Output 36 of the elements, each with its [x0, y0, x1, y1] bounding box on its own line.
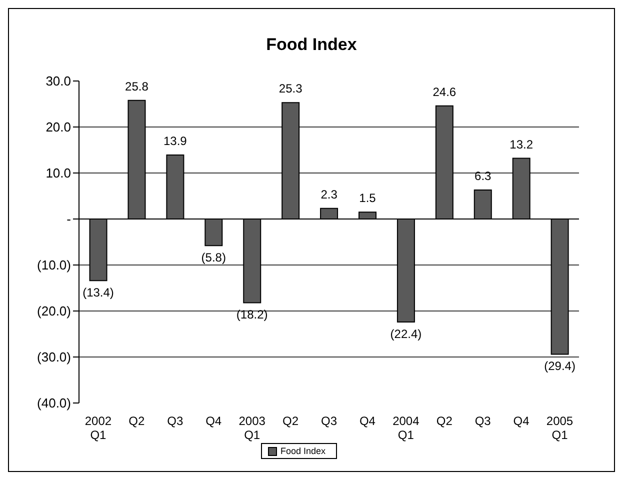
x-tick-label: Q3: [167, 414, 184, 428]
data-label: 1.5: [359, 191, 376, 206]
x-tick-label: Q2: [436, 414, 453, 428]
legend-label: Food Index: [279, 446, 326, 456]
chart-title: Food Index: [265, 35, 358, 55]
x-tick-label: 2004 Q1: [392, 414, 420, 442]
y-tick-label: (20.0): [37, 304, 71, 319]
x-tick-label: 2003 Q1: [238, 414, 266, 442]
data-label: 13.2: [510, 137, 534, 152]
data-label: 2.3: [320, 187, 338, 202]
x-tick-label: Q4: [513, 414, 530, 428]
x-tick-label: Q4: [359, 414, 376, 428]
data-label: 25.3: [278, 82, 303, 96]
data-label: (18.2): [236, 308, 268, 322]
x-tick-label: Q3: [320, 414, 338, 428]
data-label: (22.4): [390, 327, 422, 342]
x-tick-label: 2002 Q1: [84, 414, 112, 442]
data-label: (13.4): [82, 286, 114, 300]
x-tick-label: Q3: [474, 414, 492, 428]
y-tick-label: 30.0: [46, 74, 71, 89]
data-label: 25.8: [125, 79, 149, 94]
x-tick-label: Q2: [128, 414, 146, 428]
y-tick-label: (30.0): [37, 350, 71, 365]
y-tick-label: 10.0: [46, 166, 71, 181]
y-tick-label: (40.0): [37, 396, 71, 411]
y-tick-label: -: [66, 212, 71, 227]
y-tick-label: (10.0): [37, 258, 71, 273]
data-label: 13.9: [164, 134, 188, 148]
x-tick-label: Q4: [206, 414, 222, 428]
x-tick-label: 2005 Q1: [546, 414, 574, 442]
data-label: 24.6: [432, 84, 456, 99]
data-label: 6.3: [474, 169, 492, 184]
data-label: (5.8): [201, 250, 226, 265]
y-tick-label: 20.0: [46, 120, 71, 135]
data-label: (29.4): [544, 359, 576, 374]
x-tick-label: Q2: [282, 414, 299, 428]
